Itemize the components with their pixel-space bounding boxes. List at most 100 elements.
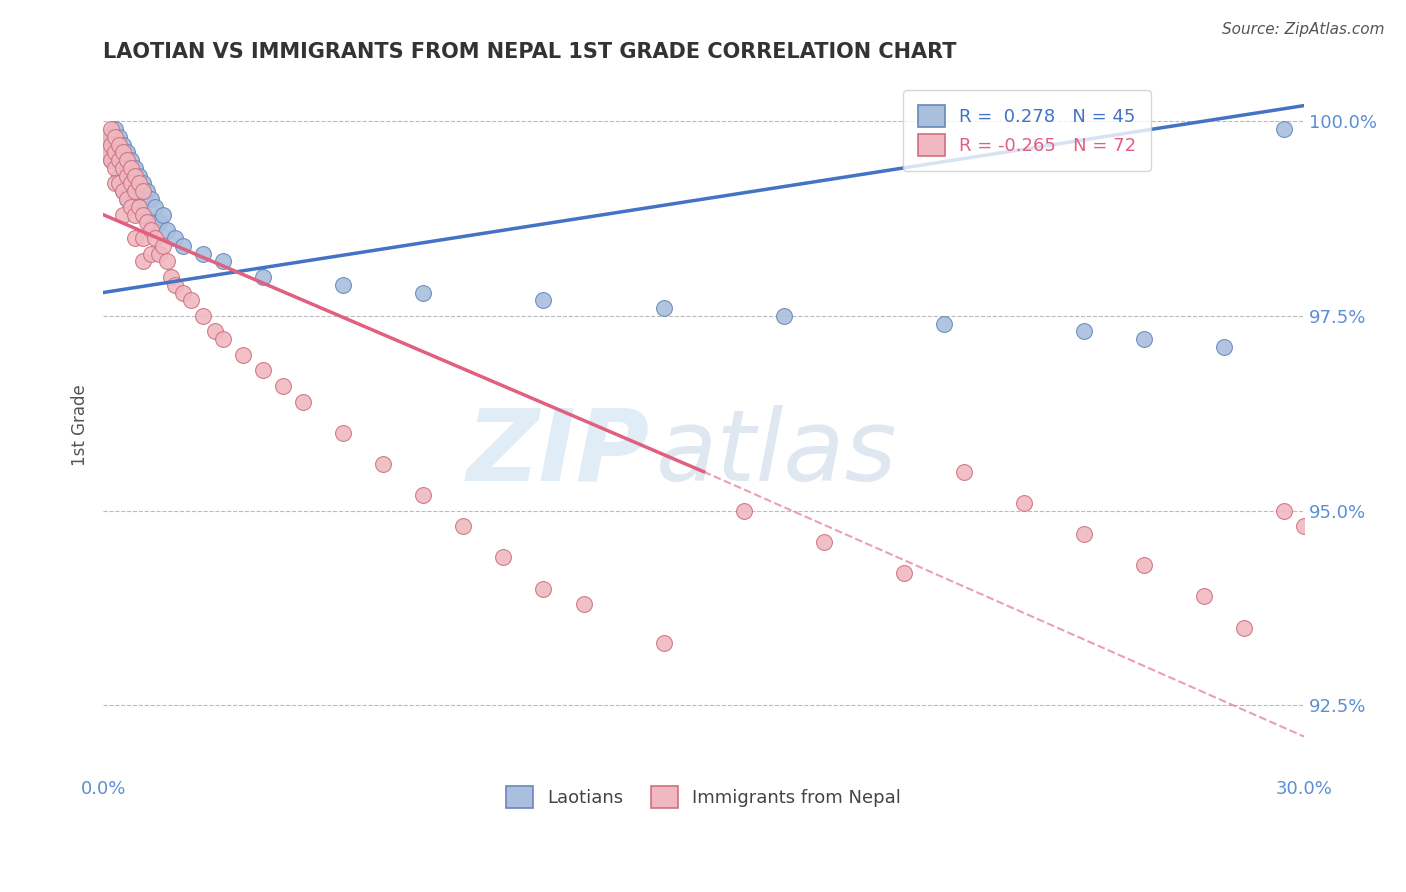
Point	[104, 137, 127, 152]
Point	[172, 285, 194, 300]
Point	[412, 285, 434, 300]
Point	[772, 309, 794, 323]
Point	[104, 177, 127, 191]
Point	[652, 636, 675, 650]
Point	[1233, 620, 1256, 634]
Point	[136, 184, 159, 198]
Point	[115, 145, 138, 160]
Point	[952, 465, 974, 479]
Point	[112, 161, 135, 175]
Point	[115, 192, 138, 206]
Point	[156, 223, 179, 237]
Point	[533, 293, 555, 308]
Point	[132, 254, 155, 268]
Point	[141, 246, 163, 260]
Point	[120, 153, 142, 168]
Point	[120, 177, 142, 191]
Point	[112, 208, 135, 222]
Point	[165, 277, 187, 292]
Point	[104, 153, 127, 168]
Point	[132, 184, 155, 198]
Point	[193, 309, 215, 323]
Point	[204, 325, 226, 339]
Point	[332, 425, 354, 440]
Point	[141, 192, 163, 206]
Point	[128, 169, 150, 183]
Point	[128, 177, 150, 191]
Text: ZIP: ZIP	[467, 404, 650, 501]
Point	[124, 208, 146, 222]
Point	[115, 192, 138, 206]
Point	[104, 145, 127, 160]
Point	[1012, 496, 1035, 510]
Point	[292, 394, 315, 409]
Point	[112, 137, 135, 152]
Text: Source: ZipAtlas.com: Source: ZipAtlas.com	[1222, 22, 1385, 37]
Point	[100, 153, 122, 168]
Point	[1294, 519, 1316, 533]
Point	[143, 231, 166, 245]
Point	[813, 534, 835, 549]
Point	[96, 129, 118, 144]
Point	[115, 169, 138, 183]
Point	[124, 169, 146, 183]
Point	[492, 550, 515, 565]
Point	[893, 566, 915, 580]
Point	[115, 161, 138, 175]
Text: LAOTIAN VS IMMIGRANTS FROM NEPAL 1ST GRADE CORRELATION CHART: LAOTIAN VS IMMIGRANTS FROM NEPAL 1ST GRA…	[103, 42, 956, 62]
Point	[108, 153, 131, 168]
Point	[124, 184, 146, 198]
Point	[128, 200, 150, 214]
Point	[112, 145, 135, 160]
Point	[120, 161, 142, 175]
Point	[193, 246, 215, 260]
Point	[733, 503, 755, 517]
Point	[96, 145, 118, 160]
Point	[1213, 340, 1236, 354]
Point	[232, 348, 254, 362]
Point	[112, 184, 135, 198]
Point	[143, 200, 166, 214]
Point	[172, 239, 194, 253]
Point	[1272, 122, 1295, 136]
Point	[165, 231, 187, 245]
Point	[136, 215, 159, 229]
Point	[120, 177, 142, 191]
Point	[115, 153, 138, 168]
Point	[1272, 503, 1295, 517]
Point	[104, 161, 127, 175]
Point	[100, 122, 122, 136]
Point	[152, 239, 174, 253]
Point	[156, 254, 179, 268]
Point	[108, 129, 131, 144]
Point	[1133, 558, 1156, 573]
Point	[141, 223, 163, 237]
Point	[1133, 332, 1156, 346]
Point	[100, 137, 122, 152]
Point	[212, 254, 235, 268]
Point	[212, 332, 235, 346]
Point	[132, 231, 155, 245]
Point	[332, 277, 354, 292]
Point	[271, 379, 294, 393]
Point	[100, 153, 122, 168]
Point	[104, 122, 127, 136]
Point	[100, 129, 122, 144]
Point	[180, 293, 202, 308]
Point	[124, 231, 146, 245]
Point	[141, 215, 163, 229]
Point	[453, 519, 475, 533]
Point	[108, 145, 131, 160]
Point	[132, 177, 155, 191]
Point	[572, 597, 595, 611]
Point	[373, 457, 395, 471]
Point	[132, 208, 155, 222]
Point	[124, 161, 146, 175]
Point	[1333, 550, 1355, 565]
Point	[1192, 590, 1215, 604]
Y-axis label: 1st Grade: 1st Grade	[72, 384, 89, 466]
Point	[108, 177, 131, 191]
Point	[652, 301, 675, 315]
Point	[1073, 527, 1095, 541]
Text: atlas: atlas	[655, 404, 897, 501]
